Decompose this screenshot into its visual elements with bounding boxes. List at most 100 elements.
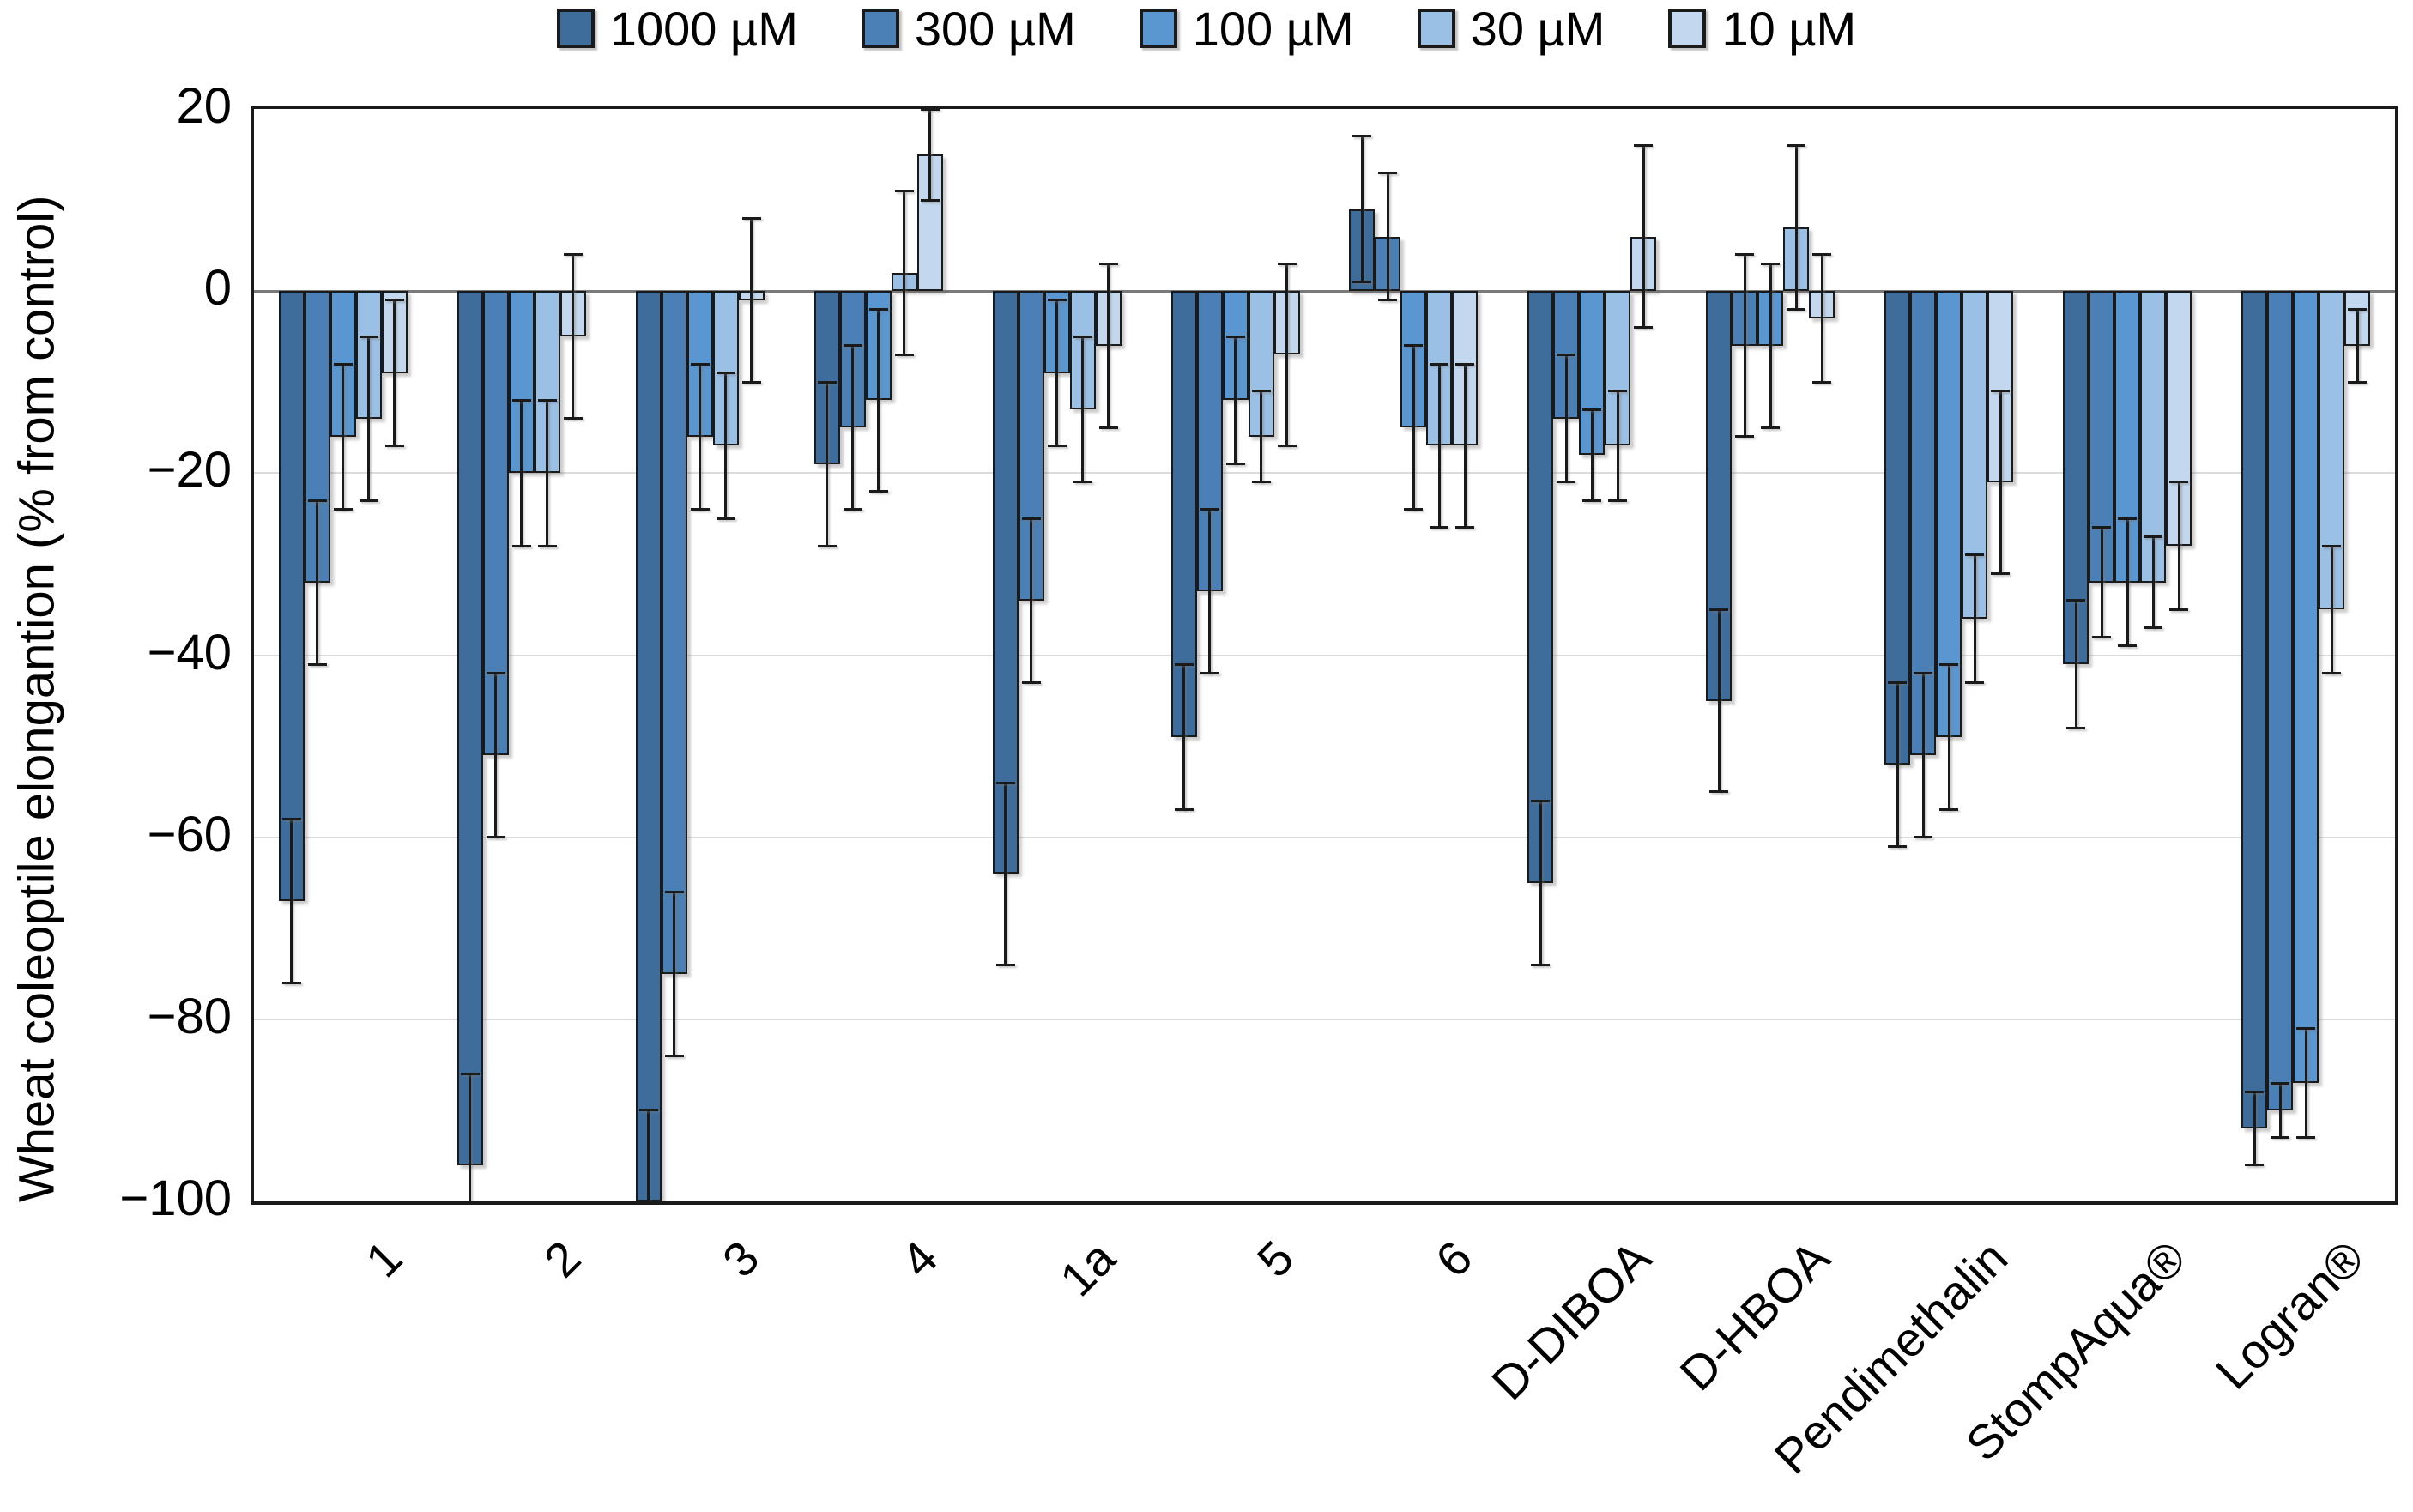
bar-D-HBOA-1000µM [1706,291,1733,701]
error-bar [367,336,371,501]
error-bar-cap [1991,390,2011,393]
error-bar-cap [1761,262,1781,265]
error-bar-cap [1378,299,1398,302]
error-bar-cap [1787,143,1806,147]
error-bar-cap [2348,307,2368,311]
error-bar-cap [307,662,327,666]
error-bar-cap [1914,836,1933,839]
error-bar [1947,664,1950,810]
error-bar-cap [2169,481,2189,484]
error-bar-cap [1709,790,1729,794]
error-bar [1234,336,1237,464]
error-bar-cap [486,672,505,675]
error-bar-cap [2245,1164,2265,1167]
error-bar-cap [1430,526,1449,529]
legend-swatch-icon [556,9,595,48]
error-bar-cap [2348,380,2368,384]
bar-Logran®-300µM [2267,291,2294,1110]
error-bar-cap [1277,445,1297,447]
error-bar [1794,145,1798,310]
error-bar-cap [868,307,888,311]
error-bar-cap [741,380,761,384]
error-bar-cap [1277,262,1297,265]
gridline [254,654,2395,656]
error-bar [2100,527,2103,638]
error-bar-cap [1430,362,1449,366]
bar-Logran®-100µM [2293,291,2319,1084]
error-bar-cap [843,508,862,511]
error-bar-cap [690,508,710,511]
error-bar-cap [2144,626,2163,630]
error-bar [546,400,549,547]
error-bar-cap [1098,426,1118,429]
error-bar-cap [511,544,531,547]
error-bar-cap [1404,344,1424,348]
x-axis-label-Logran®: Logran® [2205,1230,2375,1400]
x-axis-label-4: 4 [890,1230,947,1288]
error-bar [2356,309,2359,383]
error-bar-cap [1608,390,1628,393]
error-bar-cap [2296,1026,2316,1030]
error-bar-cap [1174,808,1194,812]
zero-gridline [254,290,2395,293]
error-bar-cap [1047,445,1067,447]
legend-label: 1000 µM [609,1,798,56]
y-tick-label: 20 [176,78,232,134]
error-bar-cap [920,109,940,111]
error-bar-cap [817,380,837,384]
chart-legend: 1000 µM 300 µM 100 µM 30 µM 10 µM [0,0,2413,57]
error-bar [724,372,728,519]
error-bar-cap [1787,307,1806,311]
error-bar-cap [1709,608,1729,611]
error-bar-cap [1531,963,1551,966]
error-bar-cap [1352,135,1372,138]
error-bar-cap [690,362,710,366]
error-bar-cap [868,490,888,493]
error-bar [1208,509,1212,674]
error-bar-cap [1455,526,1475,529]
error-bar [393,299,396,446]
error-bar [2177,481,2180,610]
error-bar [1182,664,1186,810]
error-bar-cap [2118,517,2138,520]
error-bar [1820,254,1823,383]
x-axis-label-2: 2 [533,1230,591,1288]
error-bar-cap [1812,253,1832,257]
error-bar-cap [1608,499,1628,502]
y-tick-label: −80 [147,988,232,1044]
error-bar-cap [1812,380,1832,384]
error-bar-cap [1888,680,1908,684]
error-bar-cap [359,499,378,502]
x-axis-label-5: 5 [1247,1230,1304,1288]
error-bar-cap [460,1072,480,1075]
bar-2-1000µM [457,291,483,1165]
legend-swatch-icon [1139,9,1177,48]
error-bar-cap [1352,281,1372,284]
y-tick-label: −100 [119,1170,232,1226]
error-bar-cap [741,216,761,220]
error-bar [1921,673,1925,838]
error-bar-cap [2271,1081,2290,1085]
x-axis-label-1a: 1a [1049,1230,1126,1307]
error-bar [1260,390,1263,482]
error-bar [1564,354,1568,482]
error-bar-cap [817,544,837,547]
error-bar [1642,145,1645,328]
error-bar [2253,1092,2256,1165]
error-bar [1081,336,1085,482]
error-bar-cap [1582,499,1602,502]
error-bar-cap [537,544,557,547]
error-bar [494,673,498,838]
error-bar-cap [1378,171,1398,174]
error-bar-cap [1965,680,1985,684]
error-bar-cap [2296,1136,2316,1140]
error-bar [673,892,676,1056]
error-bar [520,400,523,547]
error-bar-cap [1251,481,1271,484]
x-axis-label-6: 6 [1425,1230,1483,1288]
error-bar [469,1074,472,1201]
error-bar [698,364,702,510]
error-bar-cap [1888,844,1908,848]
error-bar-cap [1200,672,1219,675]
